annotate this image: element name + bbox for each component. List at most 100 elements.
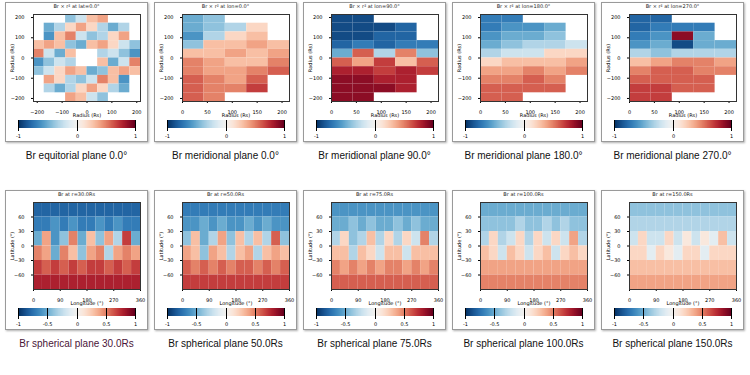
svg-text:−100: −100 [607,75,621,81]
svg-text:200: 200 [15,14,25,20]
svg-text:−200: −200 [160,95,174,101]
svg-text:200: 200 [313,14,323,20]
svg-text:Radius (Rs): Radius (Rs) [222,112,250,118]
svg-text:200: 200 [575,109,585,115]
svg-text:0: 0 [628,297,631,303]
svg-text:50: 50 [651,109,657,115]
svg-text:1: 1 [730,133,733,139]
svg-text:0: 0 [181,109,184,115]
svg-text:−30: −30 [163,257,174,263]
svg-text:1: 1 [283,133,286,139]
svg-text:0: 0 [21,243,24,249]
svg-text:Longitude (°): Longitude (°) [518,300,551,307]
svg-text:Longitude (°): Longitude (°) [667,300,700,307]
svg-text:0.5: 0.5 [401,321,409,327]
svg-text:−200: −200 [607,95,621,101]
svg-text:1: 1 [581,133,584,139]
svg-text:Latitude (°): Latitude (°) [9,232,15,261]
svg-text:-1: -1 [165,133,170,139]
svg-text:−100: −100 [11,75,25,81]
svg-text:0: 0 [76,321,79,327]
svg-text:270: 270 [258,297,268,303]
svg-text:-0.5: -0.5 [341,321,351,327]
svg-text:Radius (Rs): Radius (Rs) [669,112,697,118]
svg-text:270: 270 [407,297,417,303]
svg-text:Latitude (°): Latitude (°) [158,232,164,261]
svg-text:−100: −100 [55,109,69,115]
svg-text:90: 90 [355,297,361,303]
svg-text:Radius (Rs): Radius (Rs) [9,44,15,72]
svg-text:0: 0 [319,55,322,61]
svg-text:−200: −200 [458,95,472,101]
svg-text:0: 0 [225,321,228,327]
svg-text:150: 150 [252,109,262,115]
svg-text:360: 360 [136,297,146,303]
svg-text:200: 200 [277,109,287,115]
svg-text:270: 270 [705,297,715,303]
svg-text:200: 200 [426,109,436,115]
svg-text:0: 0 [628,109,631,115]
svg-text:−100: −100 [458,75,472,81]
svg-text:0: 0 [32,297,35,303]
svg-text:Latitude (°): Latitude (°) [456,232,462,261]
svg-text:200: 200 [164,14,174,20]
svg-text:-0.5: -0.5 [43,321,53,327]
svg-text:200: 200 [724,109,734,115]
svg-text:−200: −200 [309,95,323,101]
svg-text:0.5: 0.5 [252,321,260,327]
svg-text:0: 0 [170,55,173,61]
svg-text:Latitude (°): Latitude (°) [605,232,611,261]
svg-text:100: 100 [15,34,25,40]
svg-text:100: 100 [462,34,472,40]
svg-text:30: 30 [316,228,322,234]
svg-text:270: 270 [109,297,119,303]
svg-text:−30: −30 [312,257,323,263]
svg-text:30: 30 [167,228,173,234]
svg-text:0: 0 [76,133,79,139]
svg-text:Radius (Rs): Radius (Rs) [371,112,399,118]
svg-text:−60: −60 [163,272,174,278]
svg-text:Latitude (°): Latitude (°) [307,232,313,261]
svg-text:360: 360 [285,297,295,303]
svg-text:Longitude (°): Longitude (°) [220,300,253,307]
svg-text:Longitude (°): Longitude (°) [71,300,104,307]
svg-text:100: 100 [611,34,621,40]
svg-text:-1: -1 [16,321,21,327]
svg-text:Radius (Rs): Radius (Rs) [605,44,611,72]
svg-text:−60: −60 [14,272,25,278]
svg-text:0: 0 [523,321,526,327]
svg-text:0: 0 [523,133,526,139]
svg-text:-0.5: -0.5 [192,321,202,327]
svg-text:100: 100 [107,109,117,115]
svg-text:-1: -1 [612,321,617,327]
svg-text:1: 1 [730,321,733,327]
svg-text:−200: −200 [11,95,25,101]
svg-text:60: 60 [465,214,471,220]
svg-text:−100: −100 [160,75,174,81]
svg-text:90: 90 [206,297,212,303]
svg-text:0: 0 [225,133,228,139]
svg-text:60: 60 [167,214,173,220]
svg-text:−30: −30 [610,257,621,263]
svg-text:1: 1 [432,133,435,139]
svg-text:50: 50 [502,109,508,115]
svg-text:Radius (Rs): Radius (Rs) [158,44,164,72]
svg-text:Radius (Rs): Radius (Rs) [520,112,548,118]
svg-text:-1: -1 [16,133,21,139]
svg-text:150: 150 [401,109,411,115]
svg-text:1: 1 [432,321,435,327]
svg-text:−200: −200 [30,109,44,115]
svg-text:150: 150 [699,109,709,115]
svg-text:0: 0 [319,243,322,249]
svg-text:1: 1 [134,133,137,139]
svg-text:0: 0 [21,55,24,61]
svg-text:50: 50 [204,109,210,115]
svg-text:0: 0 [374,321,377,327]
svg-text:Radius (Rs): Radius (Rs) [456,44,462,72]
svg-text:Longitude (°): Longitude (°) [369,300,402,307]
svg-text:−60: −60 [610,272,621,278]
svg-text:90: 90 [57,297,63,303]
svg-text:270: 270 [556,297,566,303]
svg-text:0: 0 [468,55,471,61]
svg-text:Radius (Rs): Radius (Rs) [307,44,313,72]
